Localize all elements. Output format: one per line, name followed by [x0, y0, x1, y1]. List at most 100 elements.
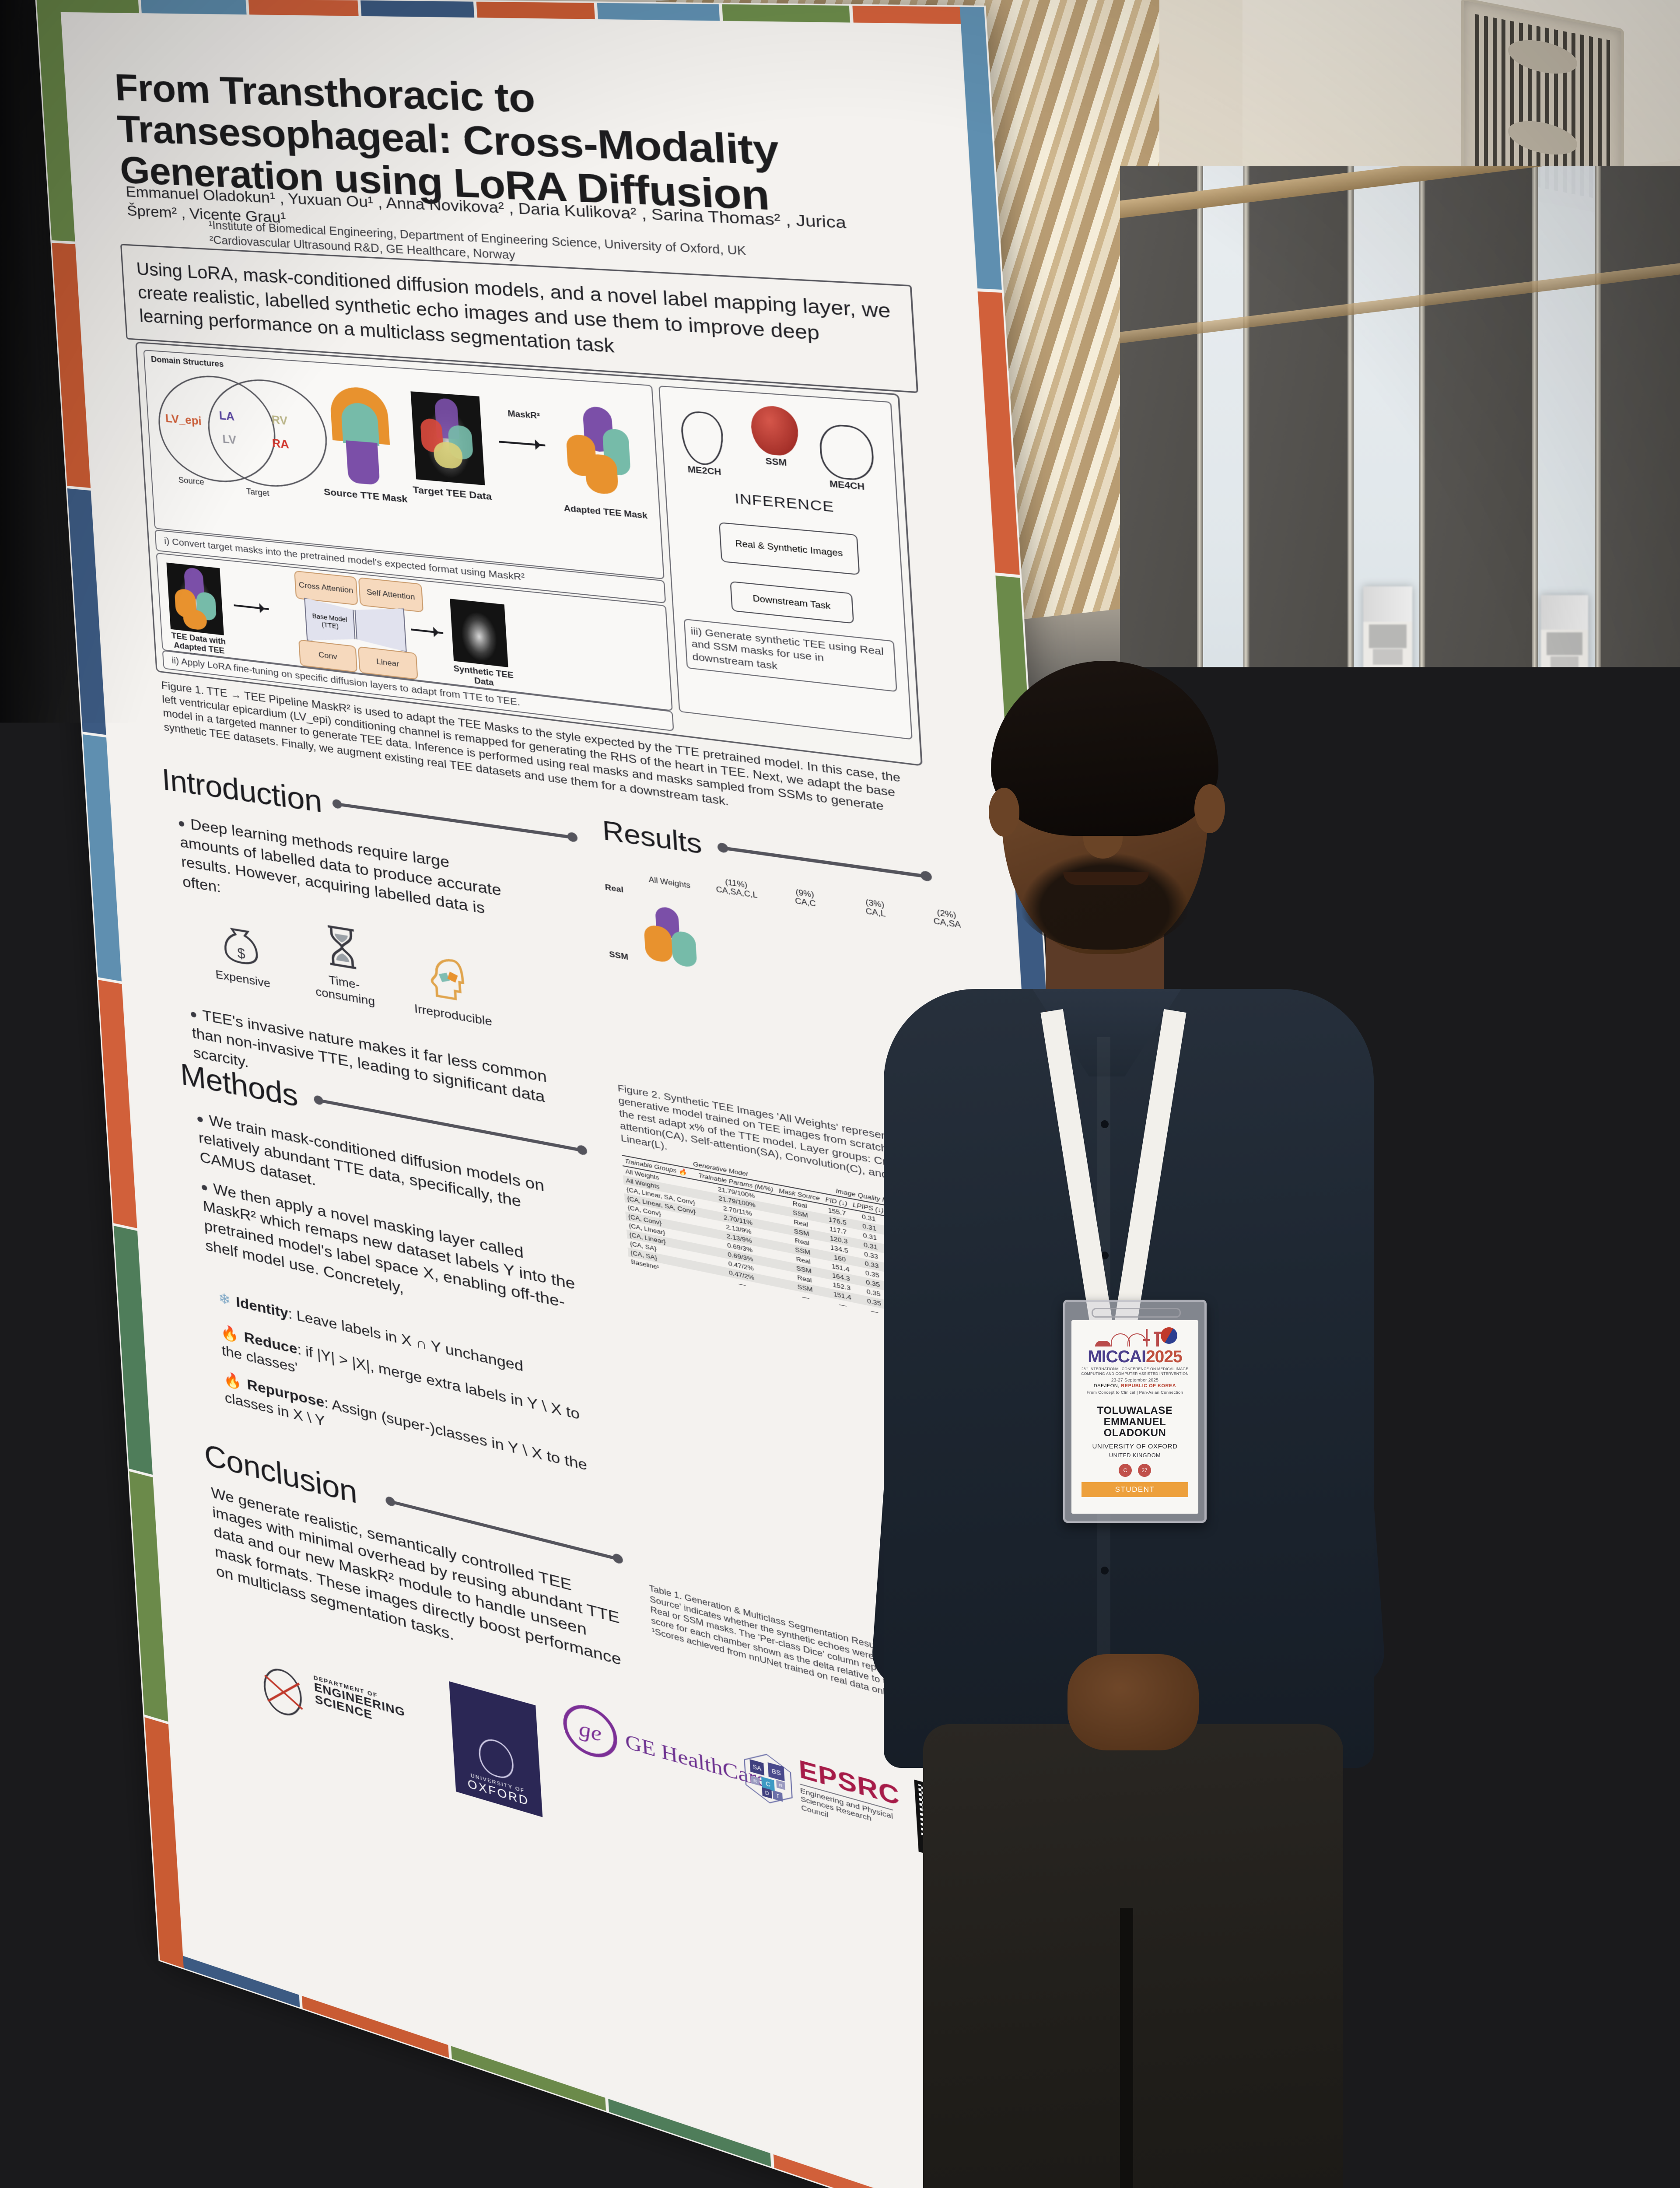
me4ch-view-icon: [818, 423, 875, 482]
echo-image: [774, 917, 839, 927]
results-heading: Results: [602, 814, 703, 860]
background-poster-2: [1541, 595, 1588, 980]
base-model-encoder: Base Model (TTE): [304, 598, 356, 646]
left-ear: [989, 788, 1019, 837]
downstream-task-box: Downstream Task: [730, 581, 854, 624]
miccai-year: 2025: [1146, 1347, 1182, 1366]
eng-sci-mark-icon: [253, 1656, 312, 1725]
miccai-wordmark: MICCAI2025: [1088, 1347, 1182, 1367]
me2ch-view-icon: [680, 410, 724, 466]
badge-attendee-name: TOLUWALASE EMMANUEL OLADOKUN: [1097, 1405, 1173, 1438]
tee-data-with-mask-image: [166, 563, 224, 635]
synthetic-tee-data-image: [450, 599, 508, 667]
snowflake-icon: ❄: [218, 1290, 231, 1308]
me2ch-label: ME2CH: [675, 463, 734, 478]
ge-monogram-icon: ge: [562, 1699, 619, 1764]
conv-label: Conv: [318, 650, 337, 662]
maskr2-transform-label: MaskR²: [496, 408, 552, 422]
badge-tagline: From Concept to Clinical | Pan-Asian Con…: [1087, 1390, 1183, 1396]
echo-image: [707, 907, 770, 916]
irreproducible-label: Irreproducible: [414, 1001, 488, 1028]
badge-name-2: EMMANUEL: [1104, 1416, 1166, 1428]
venn-overlap-la: LA: [219, 410, 235, 424]
flame-icon: 🔥: [220, 1323, 239, 1343]
me4ch-label: ME4CH: [816, 478, 878, 493]
time-consuming-label: Time-consuming: [308, 969, 381, 1010]
source-tte-mask-label: Source TTE Mask: [322, 487, 409, 505]
fig2-row-ssm: SSM: [609, 950, 640, 964]
badge-card: MICCAI2025 28ᵗʰ INTERNATIONAL CONFERENCE…: [1071, 1320, 1198, 1514]
ssm-mask-icon: [640, 901, 706, 975]
expensive-item: $ Expensive: [205, 914, 278, 992]
base-model-decoder: [354, 603, 406, 652]
fig2-row-real: Real: [605, 883, 635, 897]
bullet-icon: [202, 1185, 207, 1191]
oxford-crest-icon: [478, 1735, 514, 1782]
svg-text:D: D: [765, 1791, 769, 1797]
venn-diagram: LV_epi LA LV RV RA Source Target: [155, 363, 327, 484]
venn-target-ra: RA: [272, 437, 289, 452]
svg-text:R: R: [779, 1782, 783, 1788]
echo-image: [711, 975, 774, 985]
engineering-science-logo: DEPARTMENT OF ENGINEERING SCIENCE: [313, 1674, 406, 1731]
mouth: [1063, 872, 1149, 885]
trousers: [923, 1724, 1343, 2188]
time-consuming-item: Time-consuming: [305, 916, 382, 1010]
badge-role-tag: STUDENT: [1082, 1482, 1188, 1497]
irreproducible-item: Irreproducible: [410, 947, 488, 1028]
korea-flag-icon: [1161, 1327, 1177, 1344]
sabs-rcdt-logo: SA BS C D T R R: [742, 1746, 795, 1811]
venn-target-label: Target: [232, 486, 284, 500]
arrow-right-icon: [411, 628, 444, 634]
target-tee-data-label: Target TEE Data: [408, 484, 497, 503]
flame-icon: 🔥: [223, 1371, 242, 1391]
conclusion-text: We generate realistic, semantically cont…: [210, 1483, 625, 1692]
badge-country: UNITED KINGDOM: [1109, 1452, 1161, 1459]
svg-text:R: R: [753, 1778, 757, 1785]
badge-dot-27: 27: [1138, 1464, 1151, 1477]
badge-dates: 23-27 September 2025: [1111, 1378, 1158, 1383]
photo-scene: From Transthoracic to Transesophageal: C…: [0, 0, 1680, 2188]
heart-ssm-icon: [750, 404, 800, 457]
conference-badge[interactable]: MICCAI2025 28ᵗʰ INTERNATIONAL CONFERENCE…: [1063, 1300, 1207, 1523]
badge-name-1: TOLUWALASE: [1097, 1405, 1173, 1417]
clasped-hands: [1068, 1654, 1199, 1750]
arrow-right-icon: [234, 604, 269, 610]
base-model-label: Base Model (TTE): [306, 611, 354, 632]
badge-dot-row: C 27: [1119, 1464, 1151, 1477]
target-tee-data-image: [410, 391, 485, 485]
adapted-tee-mask-label: Adapted TEE Mask: [559, 503, 653, 522]
badge-city-plain: DAEJEON,: [1094, 1383, 1120, 1389]
badge-dot-c: C: [1119, 1464, 1132, 1477]
miccai-text: MICCAI: [1088, 1347, 1146, 1366]
lora-module-self-attention: Self Attention: [358, 577, 424, 613]
inference-title: INFERENCE: [724, 490, 845, 517]
linear-label: Linear: [376, 657, 399, 669]
badge-city-accent: REPUBLIC OF KOREA: [1121, 1383, 1176, 1389]
identity-name: Identity: [235, 1294, 289, 1322]
lora-module-cross-attention: Cross Attention: [294, 571, 358, 606]
badge-city: DAEJEON, REPUBLIC OF KOREA: [1094, 1383, 1176, 1389]
head-swap-icon: [420, 949, 477, 1009]
fig2-col-2: (9%) CA,C: [773, 885, 838, 913]
ge-healthcare-logo: ge GE HealthCare: [562, 1699, 768, 1806]
hair: [991, 661, 1218, 836]
expensive-label: Expensive: [208, 966, 278, 992]
adapted-tee-mask-icon: [561, 404, 639, 505]
badge-clip: [1092, 1308, 1181, 1318]
person: MICCAI2025 28ᵗʰ INTERNATIONAL CONFERENCE…: [858, 604, 1409, 2188]
introduction-rule: [337, 803, 572, 839]
svg-text:T: T: [776, 1794, 780, 1800]
svg-text:$: $: [237, 945, 245, 962]
badge-subtitle-1: 28ᵗʰ INTERNATIONAL CONFERENCE ON MEDICAL…: [1082, 1367, 1188, 1371]
arrow-right-icon: [499, 441, 545, 446]
fig2-col-0: All Weights: [638, 866, 701, 892]
bullet-icon: [191, 1011, 196, 1017]
ssm-label: SSM: [749, 455, 804, 470]
introduction-heading: Introduction: [161, 762, 323, 819]
source-tte-mask-icon: [329, 386, 392, 487]
venn-overlap-lv: LV: [222, 433, 237, 447]
real-synthetic-images-box: Real & Synthetic Images: [719, 522, 860, 575]
fig2-col-1: (11%) CA,SA,C,L: [704, 875, 769, 902]
money-bag-icon: $: [214, 915, 267, 973]
